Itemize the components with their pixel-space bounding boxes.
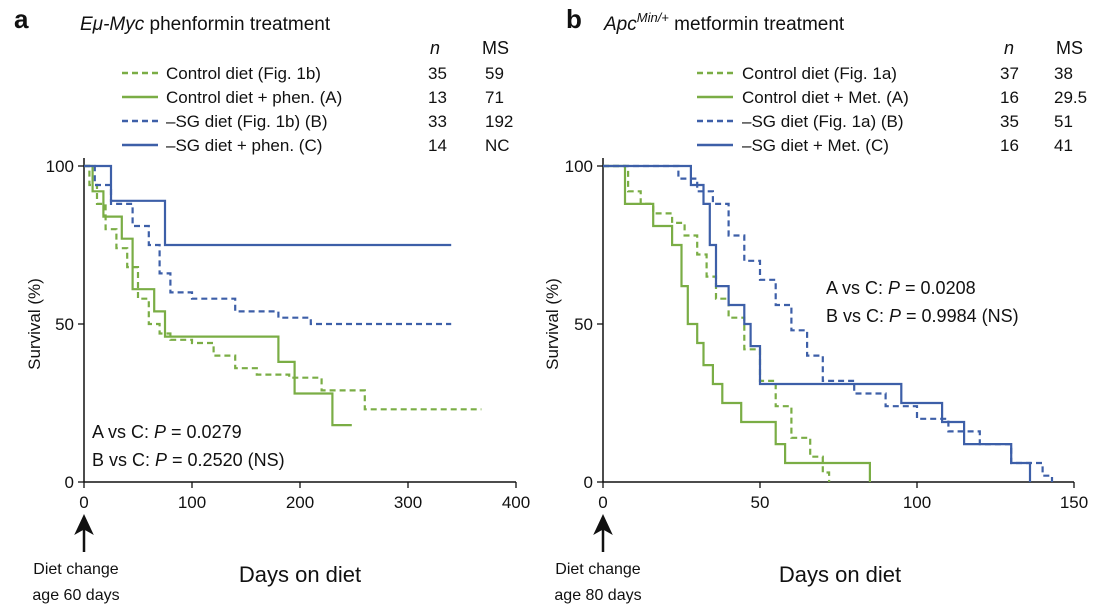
panel-b-header-n: n [1004,38,1014,58]
panel-b-header-ms: MS [1056,38,1083,58]
panel-b-stat-2: B vs C: P = 0.9984 (NS) [826,306,1019,326]
panel-b-legend-n-4: 16 [1000,136,1019,155]
panel-b-legend: Control diet (Fig. 1a) 37 38 Control diet +… [697,64,1087,155]
panel-b-legend-label-3: –SG diet (Fig. 1a) (B) [742,112,904,131]
panel-b-legend-n-3: 35 [1000,112,1019,131]
panel-b-x-tick-label: 150 [1060,493,1088,512]
panel-b-xlabel: Days on diet [779,562,901,587]
panel-a-stat-1-p: P [154,422,166,442]
panel-a-title-gene: Eμ-Myc [80,14,145,35]
panel-b-stat-2-value: = 0.9984 (NS) [901,306,1019,326]
panel-b-title: ApcMin/+ metformin treatment [603,10,845,35]
panel-a-stat-1: A vs C: P = 0.0279 [92,422,242,442]
panel-b-title-sup: Min/+ [637,10,670,25]
panel-b-y-tick-label: 100 [565,157,593,176]
panel-a-stat-1-value: = 0.0279 [166,422,242,442]
panel-a-stat-2-value: = 0.2520 (NS) [167,450,285,470]
panel-b-y-tick-label: 50 [574,315,593,334]
panel-a-x-tick-label: 100 [178,493,206,512]
panel-b-title-gene: Apc [603,14,637,35]
panel-a-series-2-curve [84,164,352,427]
panel-a-legend-label-4: –SG diet + phen. (C) [166,136,322,155]
panel-a-stat-2-prefix: B vs C: [92,450,155,470]
panel-a-annotation-line1: Diet change [33,561,118,578]
panel-b-stat-1-prefix: A vs C: [826,278,888,298]
panel-a-header-n: n [430,38,440,58]
panel-a-legend-label-2: Control diet + phen. (A) [166,88,342,107]
panel-b-x-tick-label: 100 [903,493,931,512]
panel-a-stat-2-p: P [155,450,167,470]
panel-a-legend-label-3: –SG diet (Fig. 1b) (B) [166,112,328,131]
panel-a: a Eμ-Myc phenformin treatment n MS Contr… [14,4,530,604]
panel-a-legend-ms-4: NC [485,136,510,155]
panel-b-letter: b [566,4,582,34]
panel-b-diet-change-arrow [593,514,613,552]
panel-b-legend-ms-2: 29.5 [1054,88,1087,107]
panel-b-stat-1: A vs C: P = 0.0208 [826,278,976,298]
panel-b-x-tick-label: 0 [598,493,607,512]
panel-a-annotation-line2: age 60 days [32,587,119,604]
panel-b-y-tick-label: 0 [584,473,593,492]
panel-a-legend: Control diet (Fig. 1b) 35 59 Control diet +… [122,64,513,155]
panel-b: b ApcMin/+ metformin treatment n MS Cont… [543,4,1088,604]
panel-b-annotation-line1: Diet change [555,561,640,578]
panel-a-y-tick-label: 50 [55,315,74,334]
panel-b-legend-ms-4: 41 [1054,136,1073,155]
panel-a-diet-change-arrow [74,514,94,552]
panel-b-legend-ms-1: 38 [1054,64,1073,83]
panel-b-legend-label-2: Control diet + Met. (A) [742,88,909,107]
panel-a-x-tick-label: 300 [394,493,422,512]
panel-a-legend-n-1: 35 [428,64,447,83]
panel-b-stat-1-p: P [888,278,900,298]
panel-b-stat-2-prefix: B vs C: [826,306,889,326]
panel-b-legend-label-1: Control diet (Fig. 1a) [742,64,897,83]
panel-a-header-ms: MS [482,38,509,58]
panel-b-series-4-curve [603,164,1032,482]
panel-b-plot: 0 50 100 150 0 50 100 [565,157,1089,512]
panel-a-x-tick-label: 0 [79,493,88,512]
panel-a-x-tick-label: 200 [286,493,314,512]
panel-b-legend-n-1: 37 [1000,64,1019,83]
panel-a-letter: a [14,4,29,34]
panel-a-x-tick-label: 400 [502,493,530,512]
panel-a-y-tick-label: 0 [65,473,74,492]
panel-b-annotation-line2: age 80 days [554,587,641,604]
panel-a-stat-1-prefix: A vs C: [92,422,154,442]
panel-a-y-tick-label: 100 [46,157,74,176]
panel-b-legend-n-2: 16 [1000,88,1019,107]
panel-a-title-rest: phenformin treatment [144,14,331,35]
panel-a-series-4-curve [84,164,452,247]
panel-b-legend-ms-3: 51 [1054,112,1073,131]
panel-a-legend-n-4: 14 [428,136,447,155]
panel-b-ylabel: Survival (%) [543,278,562,370]
panel-b-x-tick-label: 50 [751,493,770,512]
panel-a-legend-ms-2: 71 [485,88,504,107]
panel-a-legend-ms-3: 192 [485,112,513,131]
panel-a-series-1-curve [84,164,482,411]
panel-b-series-2-curve [603,164,871,482]
panel-a-plot: 0 100 200 300 400 0 50 100 [46,157,531,512]
panel-a-legend-ms-1: 59 [485,64,504,83]
panel-a-xlabel: Days on diet [239,562,361,587]
panel-b-series-3-curve [603,164,1054,482]
panel-b-stat-1-value: = 0.0208 [900,278,976,298]
panel-a-title: Eμ-Myc phenformin treatment [80,14,331,35]
panel-b-stat-2-p: P [889,306,901,326]
panel-b-series-1-curve [603,164,831,482]
panel-b-title-rest: metformin treatment [669,14,845,35]
panel-b-legend-label-4: –SG diet + Met. (C) [742,136,889,155]
panel-a-legend-n-3: 33 [428,112,447,131]
panel-a-stat-2: B vs C: P = 0.2520 (NS) [92,450,285,470]
panel-a-ylabel: Survival (%) [25,278,44,370]
panel-a-legend-n-2: 13 [428,88,447,107]
panel-a-legend-label-1: Control diet (Fig. 1b) [166,64,321,83]
